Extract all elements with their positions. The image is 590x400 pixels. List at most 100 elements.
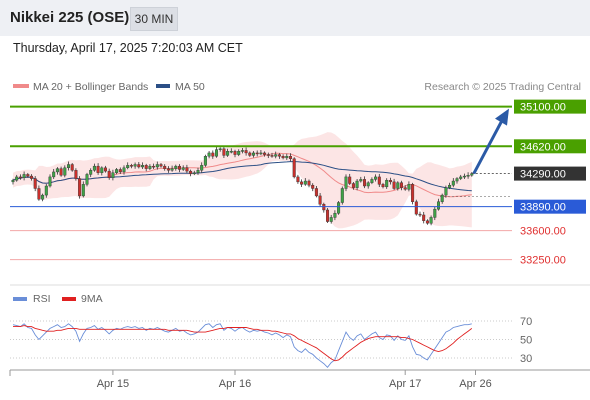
candle	[414, 199, 418, 216]
candle	[237, 149, 241, 157]
legend-swatch-bollinger	[13, 84, 29, 88]
candle	[296, 174, 300, 184]
candle-body-up	[15, 176, 19, 181]
candle	[48, 174, 52, 188]
forecast-arrow-shaft	[472, 117, 505, 175]
candle-body-up	[237, 151, 241, 155]
candle-body-down	[152, 165, 156, 168]
candle	[266, 152, 270, 159]
candle-body-up	[44, 185, 48, 196]
candle	[70, 163, 74, 172]
candle-body-up	[226, 151, 230, 156]
candle-body-up	[366, 182, 370, 187]
candle	[340, 186, 344, 205]
candle	[318, 192, 322, 207]
candle-body-up	[285, 156, 289, 159]
candle-body-up	[140, 165, 144, 168]
candle-body-down	[314, 188, 318, 197]
candle-body-down	[177, 165, 181, 170]
legend-9ma: 9MA	[81, 293, 103, 305]
candle-body-down	[74, 170, 78, 179]
legend-swatch-9ma	[62, 297, 76, 301]
candle-body-up	[355, 180, 359, 188]
x-tick-label: Apr 17	[389, 378, 421, 390]
x-tick-label: Apr 26	[459, 378, 491, 390]
candle	[363, 176, 367, 189]
candle	[133, 162, 137, 169]
candle-body-up	[337, 202, 341, 214]
candle	[174, 164, 178, 171]
candle-body-up	[200, 165, 204, 171]
candle-body-up	[440, 194, 444, 202]
level-label: 33600.00	[520, 226, 566, 238]
candle	[30, 174, 34, 181]
candle-body-down	[281, 156, 285, 159]
candle-body-up	[203, 156, 207, 166]
candle	[96, 163, 100, 175]
rsi-9ma-line	[13, 325, 473, 362]
candle-body-up	[63, 167, 67, 176]
candle	[152, 163, 156, 170]
candle	[207, 150, 211, 159]
candle	[118, 167, 122, 175]
candle	[78, 176, 82, 199]
candle-body-down	[233, 151, 237, 155]
candle-body-down	[244, 150, 248, 154]
candle-body-down	[18, 176, 22, 179]
level-label: 33250.00	[520, 255, 566, 267]
candle-body-up	[259, 152, 263, 155]
candle	[303, 178, 307, 186]
candle	[437, 198, 441, 211]
candle	[255, 150, 259, 157]
candle-body-down	[26, 174, 30, 177]
candle	[33, 176, 37, 192]
candle-body-down	[296, 176, 300, 183]
candle	[451, 178, 455, 188]
candle-body-up	[240, 150, 244, 152]
candle	[92, 163, 96, 172]
candle	[388, 177, 392, 185]
candle-body-up	[89, 170, 93, 175]
candle-body-up	[41, 194, 45, 200]
candle	[300, 179, 304, 187]
candle	[377, 173, 381, 187]
legend-rsi: RSI	[33, 293, 51, 305]
candle-body-up	[115, 169, 119, 173]
candle-body-up	[66, 164, 70, 169]
candle-body-down	[392, 181, 396, 189]
bollinger-bands	[13, 132, 472, 229]
candle	[89, 168, 93, 178]
candle	[144, 163, 148, 172]
candle	[196, 167, 200, 175]
candle-body-down	[33, 178, 37, 189]
candle-body-up	[303, 180, 307, 185]
candle	[322, 202, 326, 213]
candle	[122, 165, 126, 175]
candle	[233, 149, 237, 158]
candle	[181, 165, 185, 171]
candle-body-down	[363, 179, 367, 187]
candle	[459, 174, 463, 181]
candle-body-down	[59, 168, 63, 176]
candle-body-up	[133, 164, 137, 167]
candle	[314, 186, 318, 198]
candle	[163, 164, 167, 171]
candle-body-up	[407, 184, 411, 190]
candle	[244, 147, 248, 156]
candle	[18, 174, 22, 180]
timeframe-button[interactable]: 30 MIN	[130, 7, 178, 31]
x-tick-label: Apr 16	[219, 378, 251, 390]
chart-header: Nikkei 225 (OSE) 30 MIN	[0, 0, 590, 36]
candle-body-down	[377, 176, 381, 185]
rsi-panel: 70 50 30	[10, 316, 532, 368]
candle	[355, 179, 359, 191]
candle	[248, 151, 252, 157]
candle-body-up	[207, 152, 211, 157]
candle	[311, 183, 315, 192]
candle	[111, 169, 115, 181]
candle	[374, 174, 378, 182]
candle-body-down	[263, 152, 267, 155]
candle-body-down	[166, 168, 170, 171]
candle-body-up	[429, 217, 433, 224]
